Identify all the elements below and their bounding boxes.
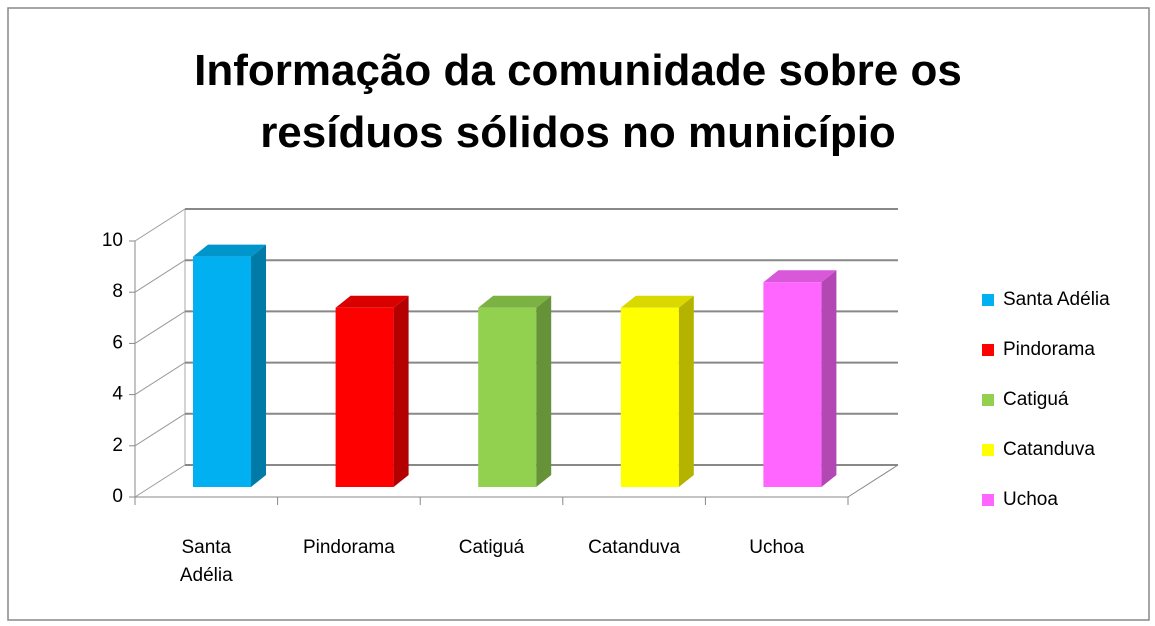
bar-side <box>536 295 552 487</box>
legend-label: Uchoa <box>1003 489 1058 510</box>
x-tick-label: Pindorama <box>302 537 395 558</box>
x-tick-label: Catiguá <box>458 537 525 558</box>
bar <box>620 295 694 487</box>
grid-line <box>134 464 186 498</box>
grid-line <box>134 259 186 293</box>
grid-line <box>134 362 186 396</box>
legend-swatch <box>982 394 994 406</box>
bar-top <box>335 295 409 308</box>
x-tick-label: Catanduva <box>588 537 681 558</box>
bar <box>478 295 552 487</box>
bar-top <box>478 295 552 308</box>
bar-front <box>478 307 537 487</box>
grid-line <box>134 310 186 344</box>
bar-front <box>620 307 679 487</box>
floor-side <box>847 464 899 498</box>
bar-top <box>193 244 266 257</box>
y-tick-label: 8 <box>112 281 123 302</box>
bar-top <box>763 270 837 283</box>
legend-label: Santa Adélia <box>1003 289 1110 310</box>
bar-front <box>335 307 394 487</box>
bar-side <box>678 295 694 487</box>
y-tick-label: 0 <box>112 486 123 507</box>
legend-swatch <box>982 444 994 456</box>
legend-label: Pindorama <box>1003 339 1095 360</box>
bar-side <box>393 295 409 487</box>
y-tick-label: 10 <box>102 230 123 251</box>
bar <box>763 270 837 487</box>
bar <box>335 295 409 487</box>
grid-line <box>134 208 186 242</box>
bar-front <box>763 282 822 487</box>
legend-swatch <box>982 494 994 506</box>
bar-top <box>620 295 694 308</box>
x-tick-label: Uchoa <box>749 537 805 558</box>
legend-swatch <box>982 294 994 306</box>
legend-swatch <box>982 344 994 356</box>
bar-front <box>193 256 251 487</box>
legend-label: Catanduva <box>1003 439 1095 460</box>
y-tick-label: 2 <box>112 435 123 456</box>
x-tick-label: Santa Adélia <box>179 537 233 586</box>
y-tick-label: 4 <box>112 384 123 405</box>
grid-line <box>134 413 186 447</box>
bar <box>193 244 266 487</box>
legend-label: Catiguá <box>1003 389 1069 410</box>
chart-title: Informação da comunidade sobre os resídu… <box>194 46 962 157</box>
bar-side <box>251 244 266 487</box>
bar-side <box>821 270 837 487</box>
y-tick-label: 6 <box>112 332 123 353</box>
